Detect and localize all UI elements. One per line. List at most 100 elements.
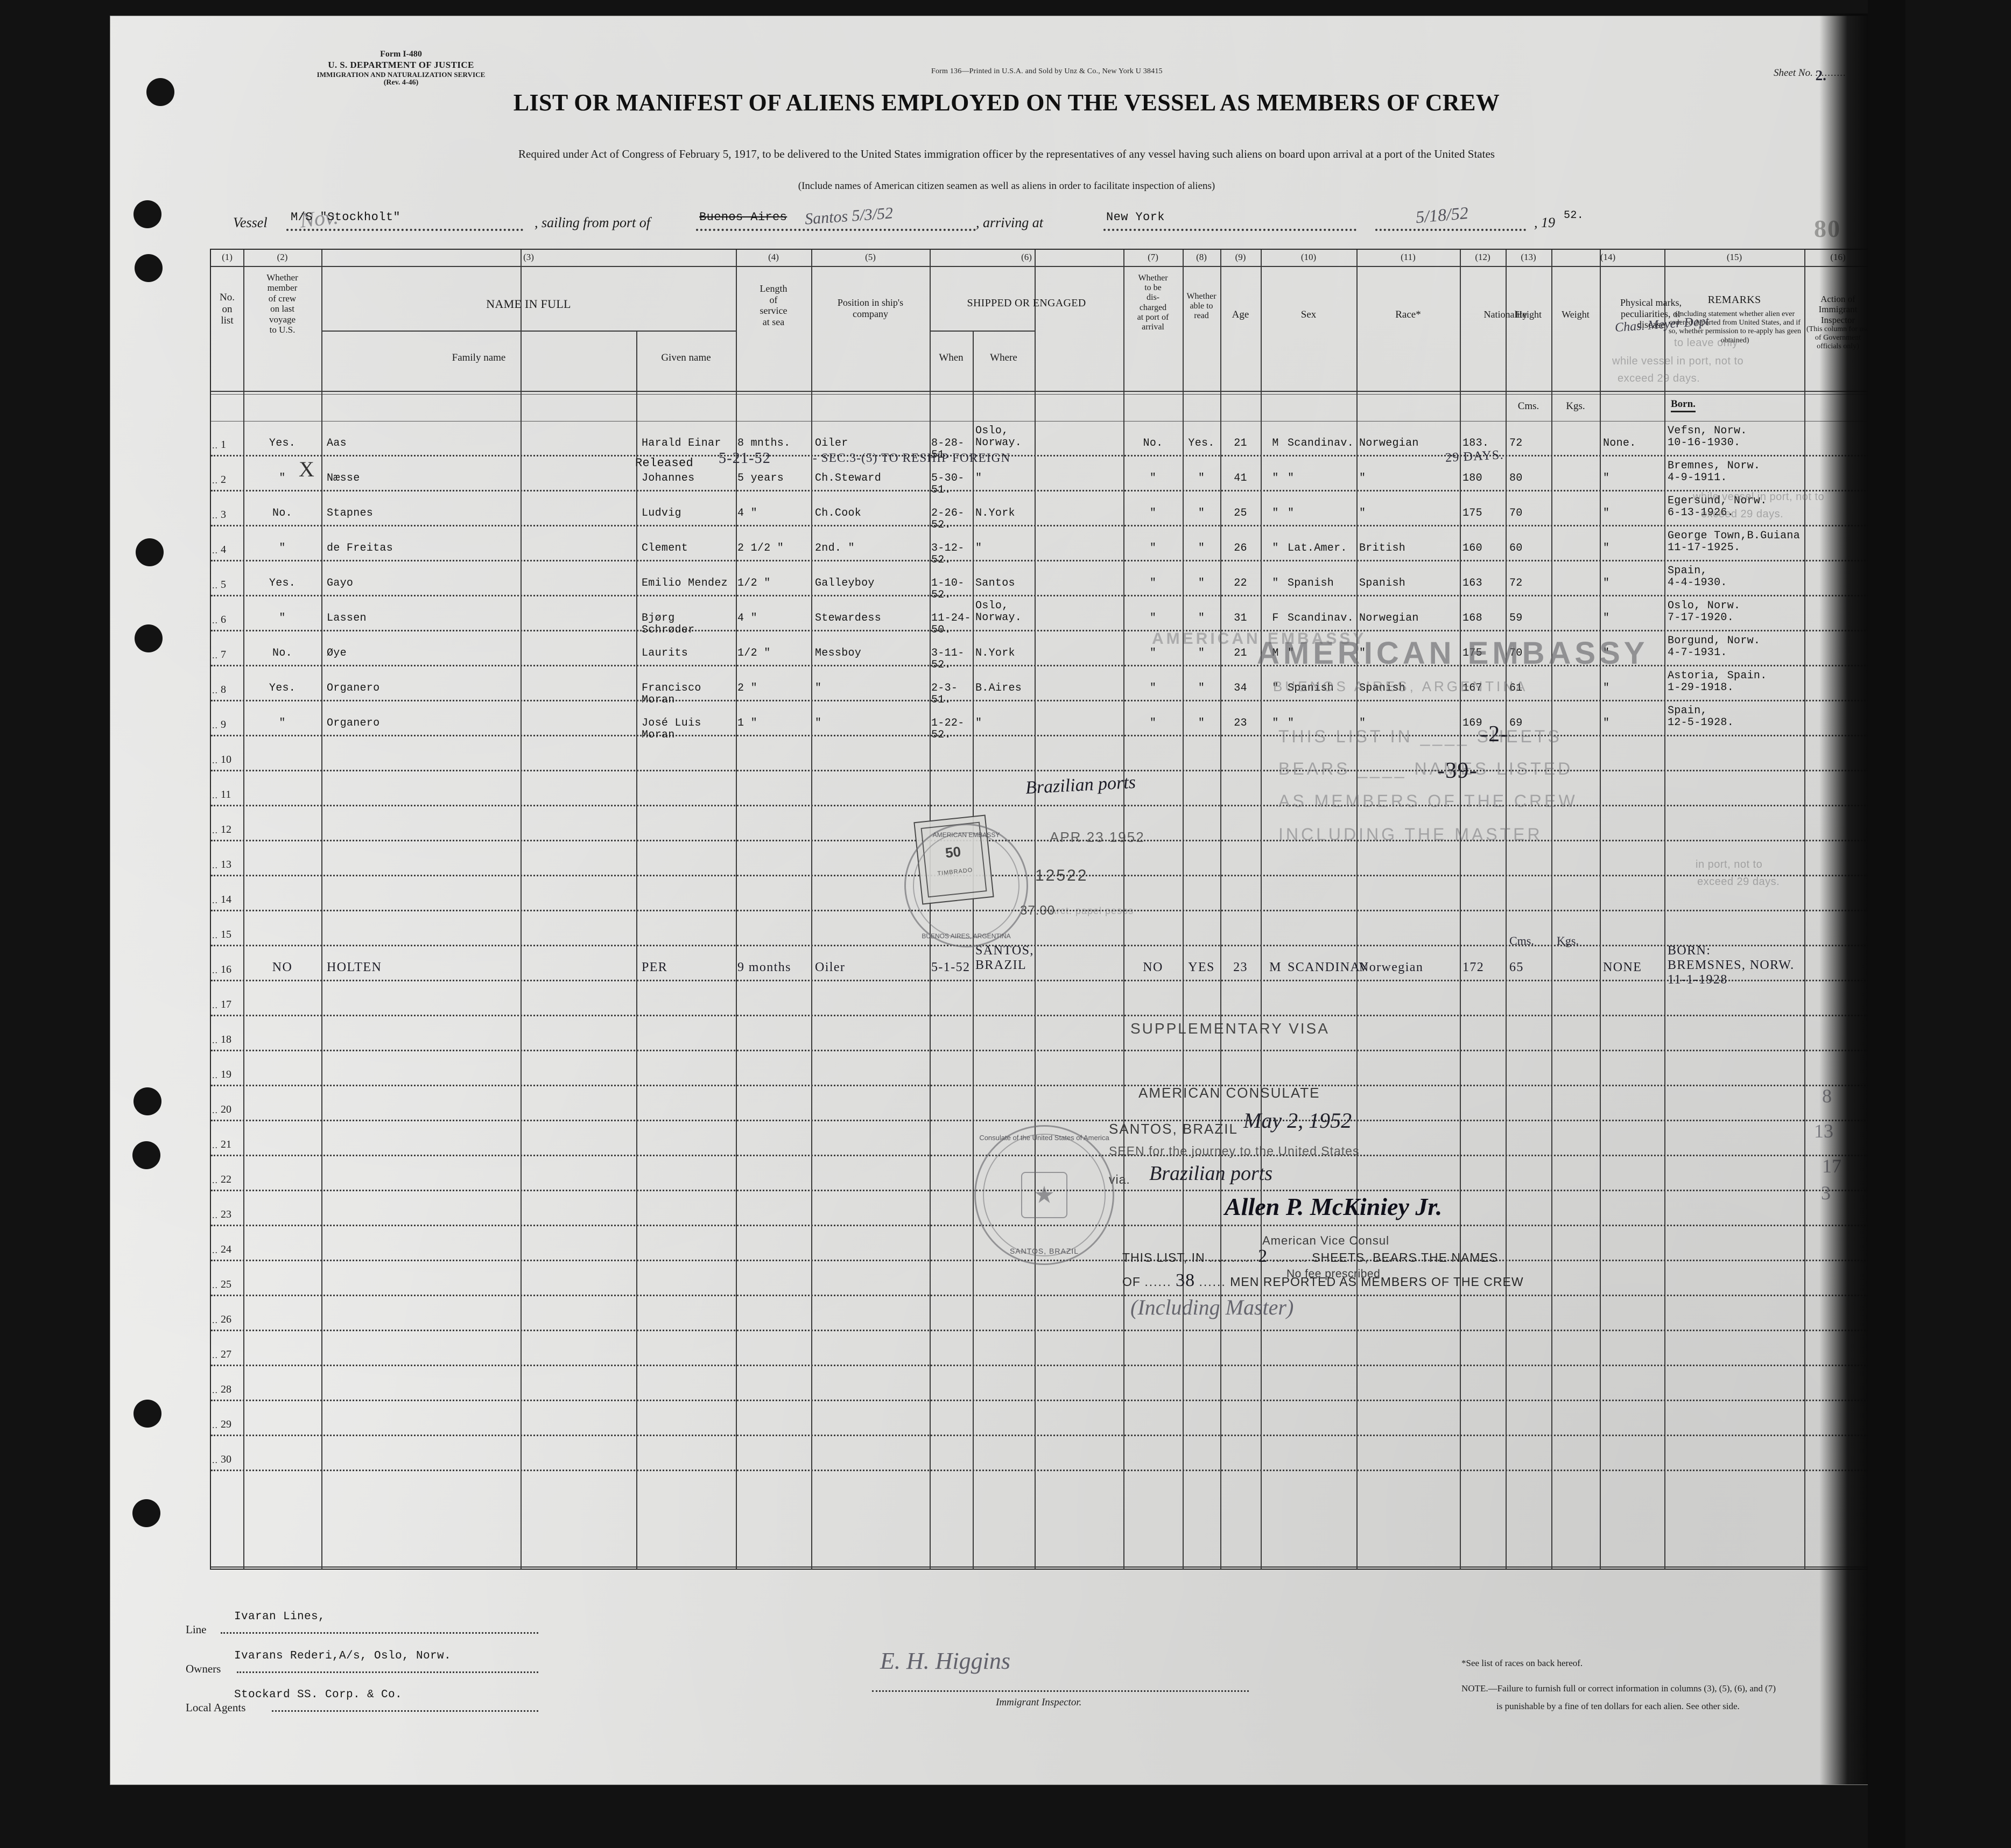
- row-number-dots: ..: [212, 1000, 218, 1010]
- crew-count-line2a: OF: [1122, 1275, 1141, 1289]
- col-number-1: (1): [222, 252, 233, 262]
- row-number-dots: ..: [212, 510, 218, 521]
- cell-birth: Egersund, Norw. 6-13-1926.: [1668, 495, 1767, 519]
- row-number: 1: [221, 439, 226, 451]
- cell-race: Scandinav.: [1288, 437, 1354, 449]
- embassy-stamp-crew-line: AS MEMBERS OF THE CREW: [1278, 791, 1578, 811]
- cell-member: Yes.: [269, 577, 296, 589]
- owners-label: Owners: [186, 1662, 221, 1675]
- argentina-stamp-number: 12522: [1035, 867, 1088, 884]
- cell-position: Messboy: [815, 647, 862, 659]
- cell-when: 2-3-51.: [931, 682, 958, 707]
- cell-member: Yes.: [269, 682, 296, 694]
- cell-height: 160: [1462, 542, 1482, 554]
- released-stamp: Released: [635, 456, 694, 470]
- cell-birth: Bremnes, Norw. 4-9-1911.: [1668, 460, 1761, 484]
- header-shipped-or-engaged: SHIPPED OR ENGAGED: [967, 297, 1086, 309]
- cell-read: ": [1198, 577, 1205, 589]
- header-weight: Weight: [1562, 309, 1590, 320]
- cell-sex: ": [1272, 507, 1279, 519]
- cell-age: 21: [1234, 437, 1247, 449]
- row-number-dots: ..: [212, 930, 218, 940]
- cell-weight: 69: [1509, 717, 1523, 729]
- cell-age: 31: [1234, 612, 1247, 624]
- row-number-dots: ..: [212, 1454, 218, 1465]
- shore-leave-stamp-6: in port, not to: [1696, 859, 1763, 870]
- row-number: 22: [221, 1174, 231, 1185]
- punch-hole-9: [132, 1499, 160, 1527]
- punch-hole-2: [133, 200, 161, 228]
- arriving-at-label: , arriving at: [976, 215, 1043, 230]
- crew-count-men-handwritten: 38: [1176, 1270, 1196, 1290]
- argentina-stamp-date: APR 23 1952: [1050, 829, 1145, 845]
- unit-remarks-born: Born.: [1671, 398, 1696, 412]
- row-number-dots: ..: [212, 650, 218, 660]
- cell-age: 34: [1234, 682, 1247, 694]
- row-separator: [211, 1120, 1872, 1121]
- cell-given: Francisco Moran: [642, 682, 701, 707]
- row-number: 9: [221, 719, 226, 730]
- row-separator: [211, 1400, 1872, 1401]
- col-number-15: (15): [1726, 252, 1742, 262]
- cell-family: Lassen: [327, 612, 367, 624]
- header-age: Age: [1232, 309, 1249, 320]
- row-separator: [211, 665, 1872, 666]
- header-family-name: Family name: [452, 352, 506, 363]
- cell-member: No.: [272, 647, 292, 659]
- row-number-dots: ..: [212, 545, 218, 556]
- vessel-name-value: M/S "Stockholt": [291, 210, 401, 224]
- row-number: 3: [221, 509, 226, 521]
- row-number-dots: ..: [212, 1245, 218, 1255]
- row-number: 8: [221, 684, 226, 695]
- row-number: 27: [221, 1348, 231, 1360]
- crew-count-line1a: THIS LIST, IN: [1122, 1250, 1205, 1264]
- cell-marks: ": [1603, 612, 1610, 624]
- cell-read: ": [1198, 472, 1205, 484]
- embassy-names-count-handwritten: -39-: [1437, 758, 1478, 783]
- cell-discharged: ": [1149, 577, 1157, 589]
- cell-member: ": [279, 542, 286, 554]
- punch-hole-7: [132, 1141, 160, 1169]
- shore-leave-stamp-1: to leave only: [1674, 337, 1738, 349]
- row-number: 7: [221, 649, 226, 660]
- printer-imprint: Form 136—Printed in U.S.A. and Sold by U…: [931, 67, 1163, 75]
- row-number-dots: ..: [212, 1315, 218, 1325]
- cell-discharged: ": [1149, 542, 1157, 554]
- row-separator: [211, 1295, 1872, 1296]
- cell-marks: ": [1603, 507, 1610, 519]
- cell-marks: ": [1603, 717, 1610, 729]
- header-when: When: [939, 352, 964, 363]
- released-date-handwritten: 5-21-52: [719, 450, 771, 467]
- row-number-dots: ..: [212, 1350, 218, 1360]
- cell-given: José Luis Moran: [642, 717, 701, 742]
- cell-marks: ": [1603, 542, 1610, 554]
- embassy-stamp-top-faint: AMERICAN EMBASSY: [1152, 630, 1367, 648]
- cell-nationality: British: [1359, 542, 1406, 554]
- cell-nationality: ": [1359, 717, 1366, 729]
- cell-where: N.York: [975, 507, 1015, 519]
- punch-hole-1: [146, 78, 174, 106]
- row-number-dots: ..: [212, 1035, 218, 1045]
- cell-family: Øye: [327, 647, 347, 659]
- cell-when: 3-12-52.: [931, 542, 965, 567]
- cell-marks: ": [1603, 472, 1610, 484]
- header-remarks-subtext: (Including statement whether alien ever …: [1668, 310, 1802, 345]
- parenthetical-instruction: (Include names of American citizen seame…: [798, 180, 1215, 192]
- cell-age: 23: [1233, 960, 1248, 974]
- header-where: Where: [990, 352, 1017, 363]
- embassy-round-seal: AMERICAN EMBASSY BUENOS AIRES, ARGENTINA: [904, 824, 1028, 947]
- cell-service: 9 months: [737, 960, 791, 974]
- cell-sex: M: [1272, 437, 1279, 449]
- cell-position: Stewardess: [815, 612, 882, 624]
- cell-given: Emilio Mendez: [642, 577, 728, 589]
- header-whether-discharged: Whether to be dis- charged at port of ar…: [1137, 273, 1169, 332]
- header-length-of-service: Length of service at sea: [760, 283, 787, 327]
- cell-member: Yes.: [269, 437, 296, 449]
- row-number: 16: [221, 964, 231, 975]
- seal-bottom-text: SANTOS, BRAZIL: [1009, 1247, 1079, 1255]
- row-number: 23: [221, 1208, 231, 1220]
- cell-when: 1-22-52.: [931, 717, 965, 742]
- header-remarks: REMARKS: [1707, 294, 1761, 306]
- header-whether-able-to-read: Whether able to read: [1186, 292, 1217, 321]
